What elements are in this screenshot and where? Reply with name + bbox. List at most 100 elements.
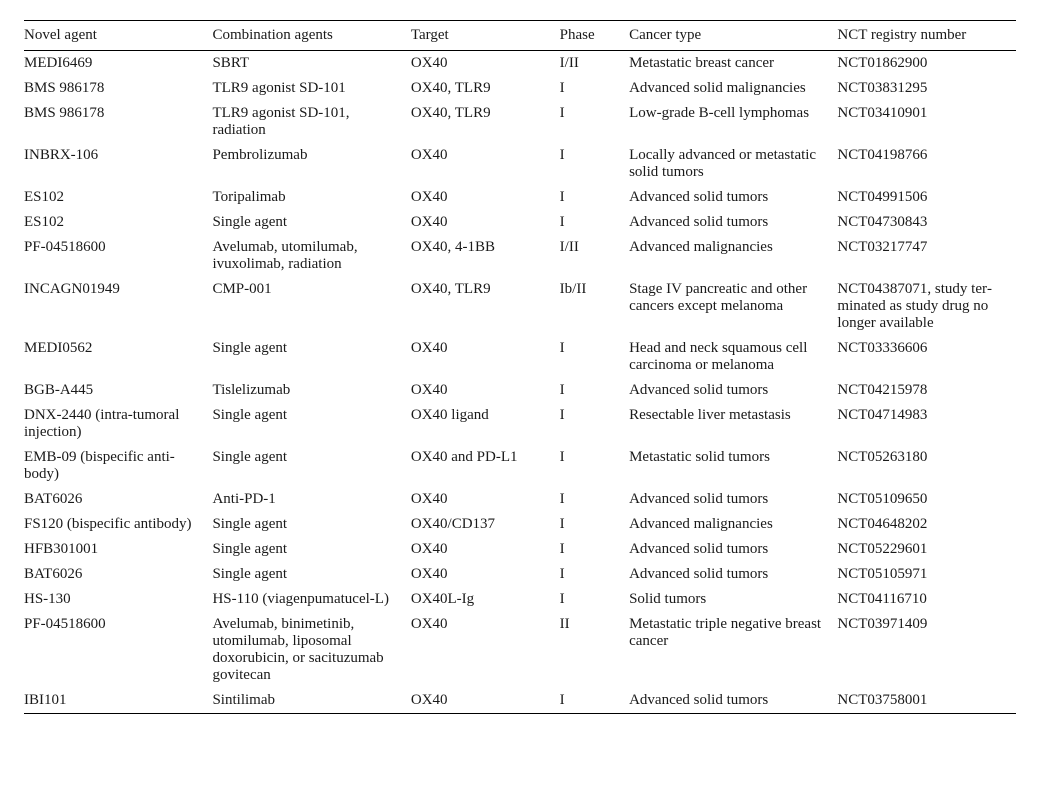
- cell-combo: HS-110 (viagenpumatucel-L): [212, 587, 410, 612]
- cell-phase: I: [560, 185, 629, 210]
- cell-combo: Tislelizumab: [212, 378, 410, 403]
- cell-nct: NCT04648202: [837, 512, 1016, 537]
- cell-nct: NCT03217747: [837, 235, 1016, 277]
- cell-target: OX40: [411, 336, 560, 378]
- cell-phase: I/II: [560, 51, 629, 77]
- cell-nct: NCT04198766: [837, 143, 1016, 185]
- cell-nct: NCT05263180: [837, 445, 1016, 487]
- table-body: MEDI6469SBRTOX40I/IIMetastatic breast ca…: [24, 51, 1016, 714]
- cell-cancer: Advanced solid tumors: [629, 537, 837, 562]
- cell-agent: BGB-A445: [24, 378, 212, 403]
- cell-phase: I: [560, 143, 629, 185]
- cell-target: OX40, 4-1BB: [411, 235, 560, 277]
- cell-cancer: Metastatic breast cancer: [629, 51, 837, 77]
- cell-target: OX40: [411, 143, 560, 185]
- cell-phase: I: [560, 336, 629, 378]
- cell-cancer: Head and neck squamous cell carcinoma or…: [629, 336, 837, 378]
- cell-target: OX40: [411, 562, 560, 587]
- cell-target: OX40, TLR9: [411, 277, 560, 336]
- cell-cancer: Advanced solid malignan­cies: [629, 76, 837, 101]
- cell-combo: Avelumab, utomilumab, ivuxolimab, radiat…: [212, 235, 410, 277]
- cell-combo: TLR9 agonist SD-101, radiation: [212, 101, 410, 143]
- cell-target: OX40L-Ig: [411, 587, 560, 612]
- cell-nct: NCT04991506: [837, 185, 1016, 210]
- cell-combo: Avelumab, binimetinib, utomilumab, lipos…: [212, 612, 410, 688]
- cell-phase: I: [560, 76, 629, 101]
- cell-cancer: Solid tumors: [629, 587, 837, 612]
- cell-agent: IBI101: [24, 688, 212, 714]
- cell-agent: ES102: [24, 210, 212, 235]
- table-row: DNX-2440 (intra-tumoral injection)Single…: [24, 403, 1016, 445]
- cell-cancer: Metastatic triple negative breast cancer: [629, 612, 837, 688]
- cell-phase: I: [560, 403, 629, 445]
- cell-phase: I: [560, 562, 629, 587]
- cell-cancer: Locally advanced or meta­static solid tu…: [629, 143, 837, 185]
- cell-phase: I: [560, 101, 629, 143]
- col-nct-number: NCT registry number: [837, 21, 1016, 51]
- table-row: ES102ToripalimabOX40IAdvanced solid tumo…: [24, 185, 1016, 210]
- cell-phase: I: [560, 537, 629, 562]
- cell-target: OX40/CD137: [411, 512, 560, 537]
- cell-nct: NCT05105971: [837, 562, 1016, 587]
- cell-agent: DNX-2440 (intra-tumoral injection): [24, 403, 212, 445]
- cell-agent: HS-130: [24, 587, 212, 612]
- cell-agent: INBRX-106: [24, 143, 212, 185]
- cell-phase: I: [560, 512, 629, 537]
- col-cancer-type: Cancer type: [629, 21, 837, 51]
- table-row: EMB-09 (bispecific anti­body)Single agen…: [24, 445, 1016, 487]
- cell-nct: NCT04116710: [837, 587, 1016, 612]
- cell-combo: Toripalimab: [212, 185, 410, 210]
- cell-nct: NCT04714983: [837, 403, 1016, 445]
- cell-combo: Single agent: [212, 512, 410, 537]
- cell-agent: MEDI6469: [24, 51, 212, 77]
- cell-target: OX40 ligand: [411, 403, 560, 445]
- cell-cancer: Advanced solid tumors: [629, 487, 837, 512]
- cell-nct: NCT01862900: [837, 51, 1016, 77]
- cell-nct: NCT03971409: [837, 612, 1016, 688]
- cell-cancer: Advanced malignancies: [629, 235, 837, 277]
- cell-target: OX40, TLR9: [411, 76, 560, 101]
- cell-cancer: Metastatic solid tumors: [629, 445, 837, 487]
- cell-phase: I: [560, 210, 629, 235]
- table-header-row: Novel agent Combination agents Target Ph…: [24, 21, 1016, 51]
- table-row: BMS 986178TLR9 agonist SD-101, radiation…: [24, 101, 1016, 143]
- cell-agent: INCAGN01949: [24, 277, 212, 336]
- cell-phase: I: [560, 487, 629, 512]
- cell-phase: II: [560, 612, 629, 688]
- col-phase: Phase: [560, 21, 629, 51]
- cell-target: OX40: [411, 210, 560, 235]
- cell-agent: EMB-09 (bispecific anti­body): [24, 445, 212, 487]
- cell-agent: ES102: [24, 185, 212, 210]
- cell-target: OX40: [411, 378, 560, 403]
- table-row: BGB-A445TislelizumabOX40IAdvanced solid …: [24, 378, 1016, 403]
- cell-agent: BMS 986178: [24, 76, 212, 101]
- table-row: BMS 986178TLR9 agonist SD-101OX40, TLR9I…: [24, 76, 1016, 101]
- cell-agent: PF-04518600: [24, 612, 212, 688]
- cell-agent: BAT6026: [24, 562, 212, 587]
- cell-combo: TLR9 agonist SD-101: [212, 76, 410, 101]
- table-row: HS-130HS-110 (viagenpumatucel-L)OX40L-Ig…: [24, 587, 1016, 612]
- cell-combo: CMP-001: [212, 277, 410, 336]
- cell-nct: NCT03758001: [837, 688, 1016, 714]
- table-row: FS120 (bispecific antibody)Single agentO…: [24, 512, 1016, 537]
- cell-nct: NCT03831295: [837, 76, 1016, 101]
- cell-phase: I/II: [560, 235, 629, 277]
- cell-target: OX40: [411, 487, 560, 512]
- cell-phase: I: [560, 378, 629, 403]
- cell-target: OX40: [411, 688, 560, 714]
- cell-agent: FS120 (bispecific antibody): [24, 512, 212, 537]
- cell-agent: MEDI0562: [24, 336, 212, 378]
- cell-target: OX40: [411, 185, 560, 210]
- col-novel-agent: Novel agent: [24, 21, 212, 51]
- table-row: MEDI0562Single agentOX40IHead and neck s…: [24, 336, 1016, 378]
- cell-combo: Single agent: [212, 210, 410, 235]
- cell-combo: SBRT: [212, 51, 410, 77]
- cell-combo: Single agent: [212, 403, 410, 445]
- table-row: ES102Single agentOX40IAdvanced solid tum…: [24, 210, 1016, 235]
- table-row: BAT6026Anti-PD-1OX40IAdvanced solid tumo…: [24, 487, 1016, 512]
- cell-combo: Anti-PD-1: [212, 487, 410, 512]
- cell-combo: Single agent: [212, 562, 410, 587]
- table-row: IBI101SintilimabOX40IAdvanced solid tumo…: [24, 688, 1016, 714]
- cell-cancer: Advanced solid tumors: [629, 210, 837, 235]
- cell-combo: Pembrolizumab: [212, 143, 410, 185]
